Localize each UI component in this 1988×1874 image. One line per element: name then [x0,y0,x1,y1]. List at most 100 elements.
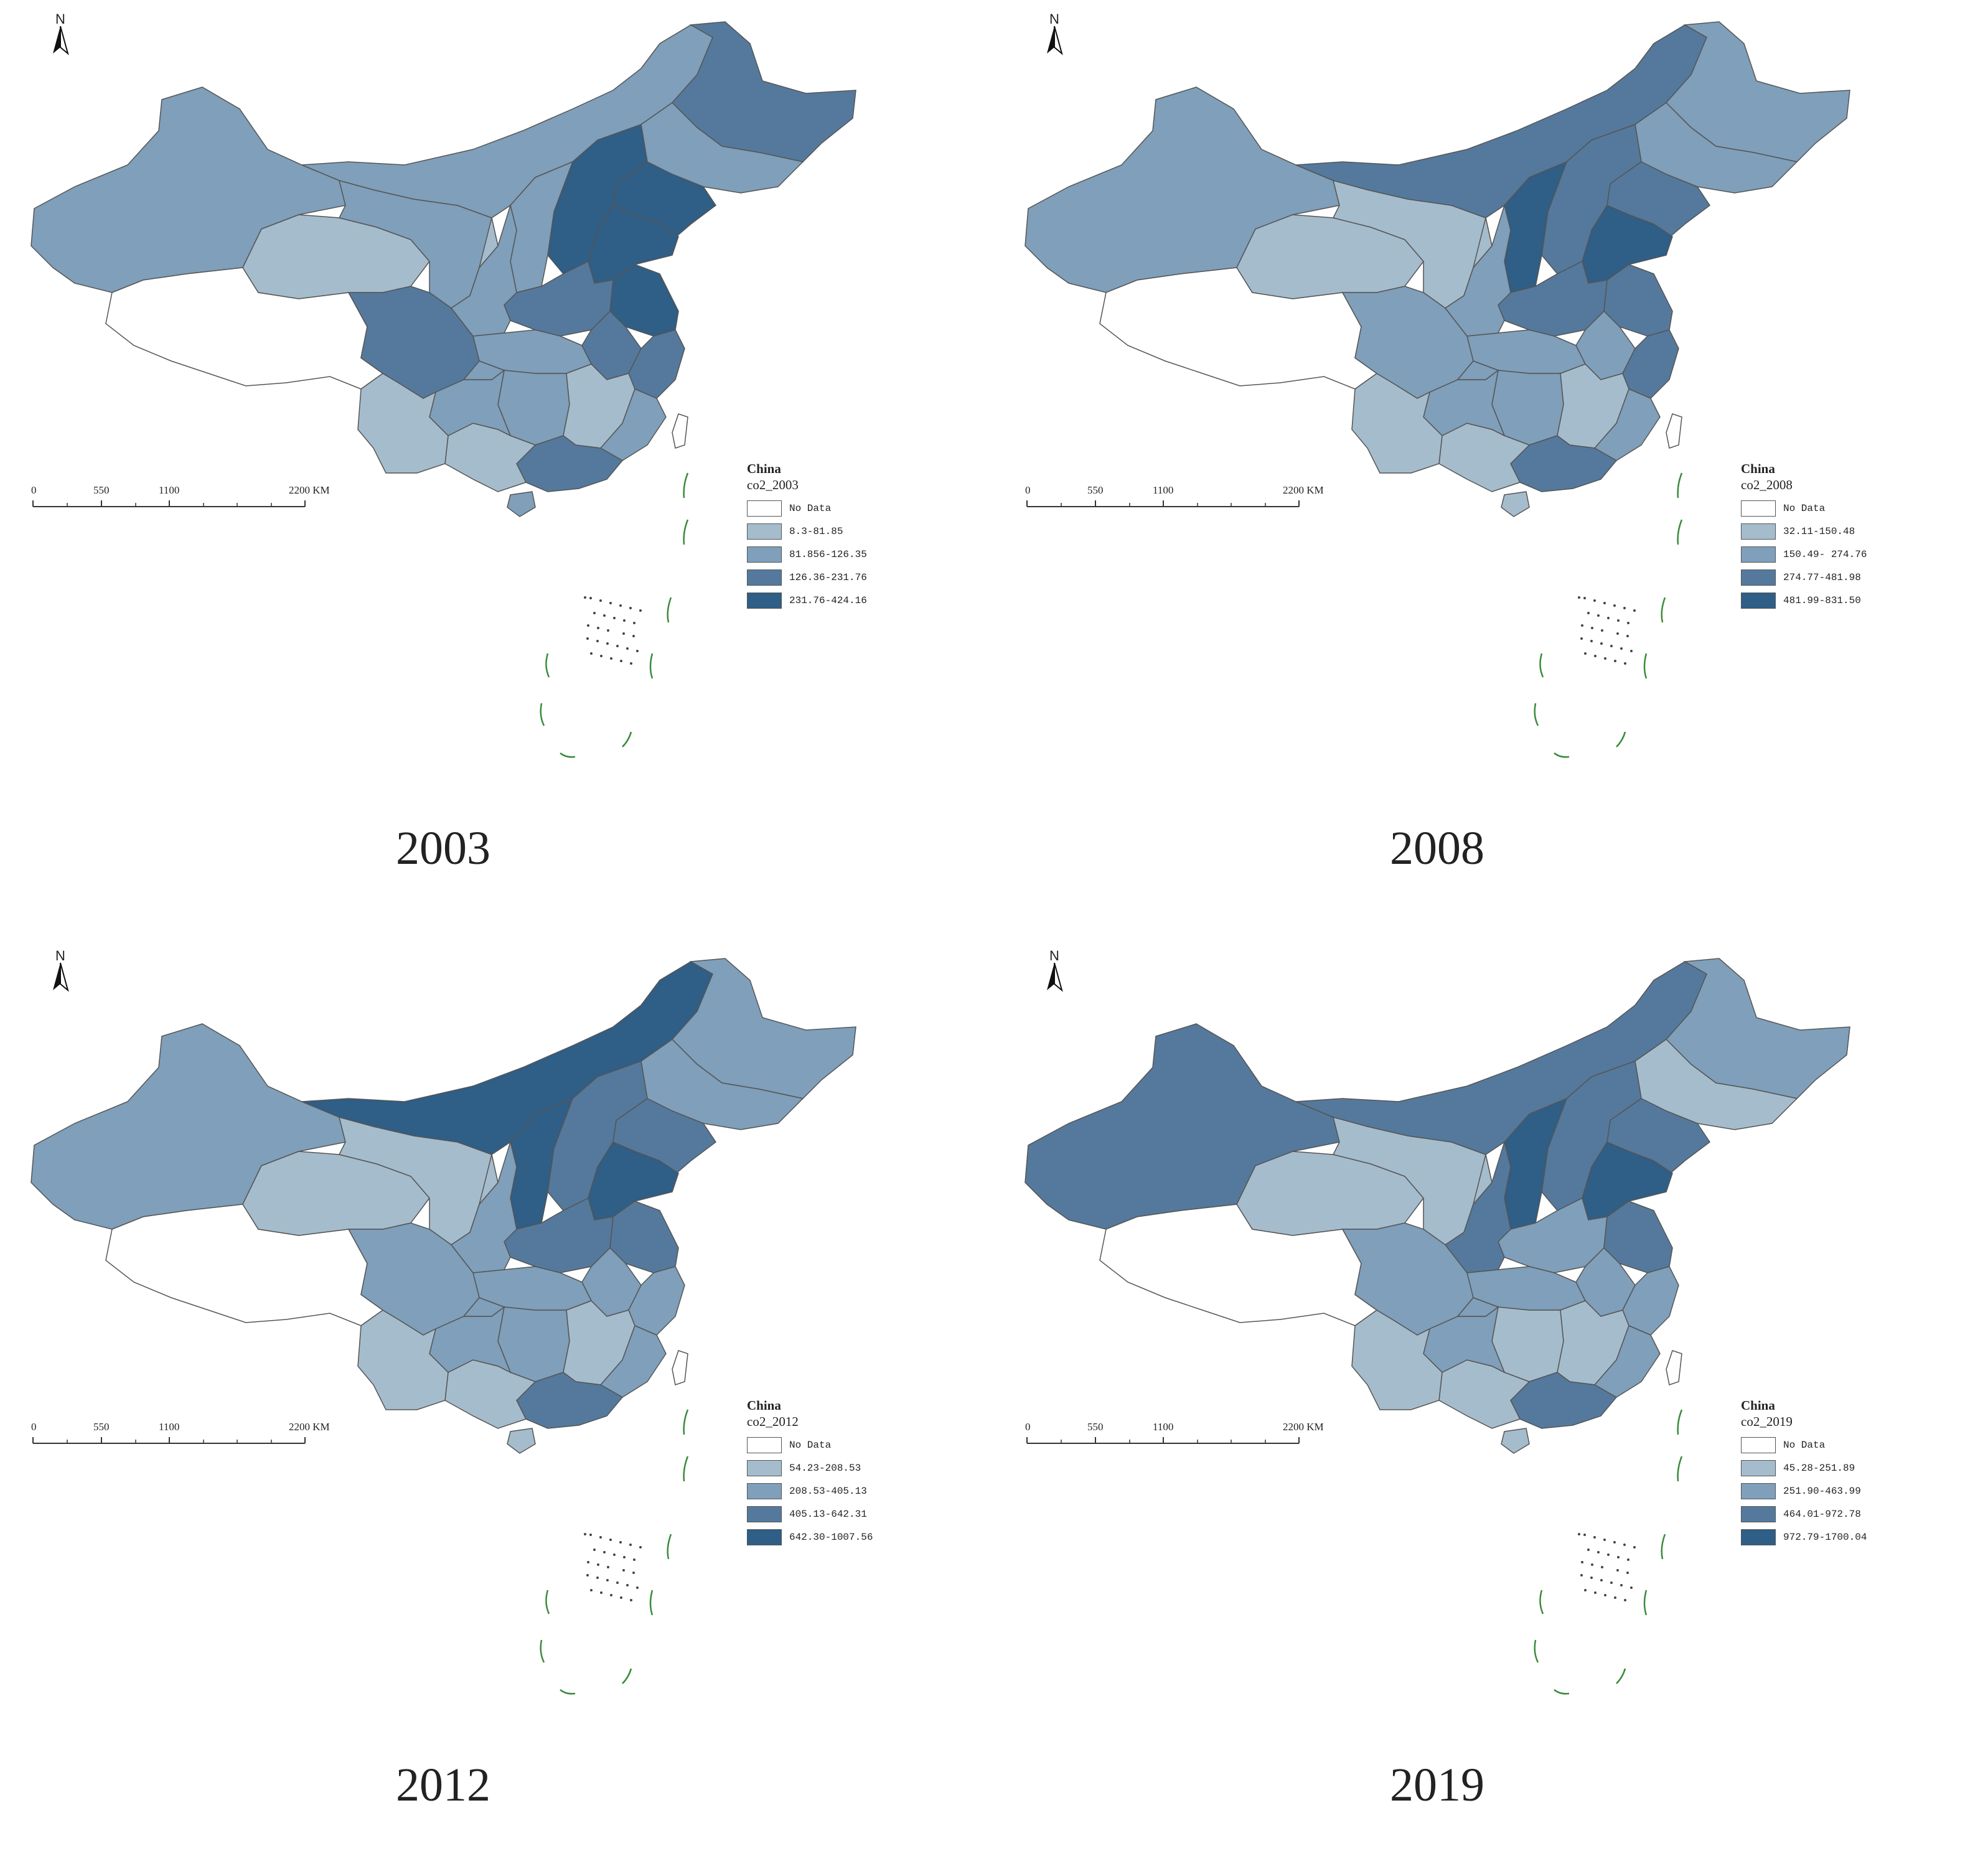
legend: China co2_2019 No Data 45.28-251.89 251.90… [1741,1397,1867,1548]
island-dot [639,609,642,612]
legend-swatch [1741,500,1776,517]
island-dot [1591,1563,1593,1566]
panel-year: 2008 [1390,822,1484,874]
north-arrow-icon [53,963,69,992]
legend-label: 32.11-150.48 [1783,525,1855,537]
island-dot [633,1558,635,1561]
legend-label: 208.53-405.13 [789,1485,867,1497]
legend-item: 251.90-463.99 [1741,1479,1867,1502]
province-hainan [507,491,536,517]
legend-swatch [1741,1529,1776,1545]
legend-swatch [747,500,782,517]
scale-label-2200: 2200 KM [289,1421,330,1433]
island-dot [1614,660,1616,662]
island-dot [623,619,626,622]
island-dot [636,650,639,652]
island-dot [1601,1566,1603,1568]
island-dot [596,640,599,642]
boundary-dash-mark [1534,1639,1539,1663]
island-dot [586,1574,589,1577]
legend-item: No Data [747,1433,873,1456]
island-dot [623,1556,626,1558]
island-dot [1623,607,1626,609]
boundary-dash-mark [545,1590,550,1614]
province-fujian [1593,388,1661,461]
legend-label: 81.856-126.35 [789,548,867,560]
island-dot [1614,1596,1616,1599]
legend-swatch [747,1506,782,1522]
boundary-dash-mark [649,1590,654,1616]
scale-label-2200: 2200 KM [289,484,330,496]
legend-item: No Data [747,497,867,520]
island-dot [1580,1574,1583,1577]
island-dot [1584,652,1587,655]
island-dot [599,599,602,602]
island-dot [1616,1569,1619,1572]
scale-label-0: 0 [31,1421,37,1433]
province-chongqing [1456,360,1499,380]
island-dot [1590,640,1593,642]
province-taiwan [1666,1350,1682,1385]
legend-label: 405.13-642.31 [789,1508,867,1520]
legend-swatch [1741,1459,1776,1476]
island-dot [609,1539,612,1541]
legend-label: 54.23-208.53 [789,1462,861,1474]
north-arrow-icon [53,26,69,55]
island-dot [626,1584,629,1586]
island-dot [609,602,612,604]
legend-swatch [747,1459,782,1476]
boundary-dash-mark [667,1534,672,1560]
boundary-dash-mark [540,703,545,726]
province-ningxia [1473,1154,1493,1205]
legend-item: 274.77-481.98 [1741,566,1867,589]
legend: China co2_2012 No Data 54.23-208.53 208.53… [747,1397,873,1548]
boundary-dash-mark [1643,1590,1648,1616]
boundary-dash-mark [540,1639,545,1663]
legend-item: 972.79-1700.04 [1741,1525,1867,1548]
island-dot [622,1569,625,1572]
island-dot [1594,655,1596,657]
island-dot [1626,1572,1629,1574]
island-dot [1604,657,1606,660]
island-dot [1581,1561,1583,1563]
legend-swatch [747,1529,782,1545]
province-hainan [507,1428,536,1454]
island-dot [590,1589,593,1591]
island-dot [620,660,622,662]
island-dot [587,1561,589,1563]
boundary-dash-mark [683,1456,689,1482]
island-dot [607,629,609,632]
legend-swatch [1741,569,1776,586]
scale-label-2200: 2200 KM [1283,1421,1324,1433]
boundary-dash-mark [1661,597,1666,623]
legend: China co2_2003 No Data 8.3-81.85 81.856-12… [747,461,867,612]
scale-label-550: 550 [93,484,110,496]
island-dot [1604,1594,1606,1596]
island-dot [1610,1581,1613,1584]
scale-label-1100: 1100 [1153,484,1174,496]
island-dot [1580,637,1583,640]
island-dot [610,1594,612,1596]
province-zhejiang [1622,329,1679,399]
island-dot [603,614,606,617]
island-dot [1633,1546,1636,1548]
boundary-dash-mark [1616,731,1626,747]
island-dot [589,597,592,599]
legend-title: China [747,461,781,476]
boundary-dash-mark [1616,1668,1626,1684]
legend-swatch [747,523,782,540]
china-province-map [1024,21,1850,758]
scale-bar-line [1026,500,1300,507]
island-dot [616,1581,619,1584]
island-dot [1633,609,1636,612]
island-dot [1627,1558,1629,1561]
island-dot [1630,650,1633,652]
island-dot [1578,596,1580,599]
island-dot [600,1591,602,1594]
boundary-dash-mark [1677,1409,1683,1435]
island-dot [1607,1553,1610,1556]
island-dot [630,662,632,665]
scale-label-1100: 1100 [159,484,180,496]
boundary-dash-mark [1539,653,1544,678]
island-dot [620,1596,622,1599]
